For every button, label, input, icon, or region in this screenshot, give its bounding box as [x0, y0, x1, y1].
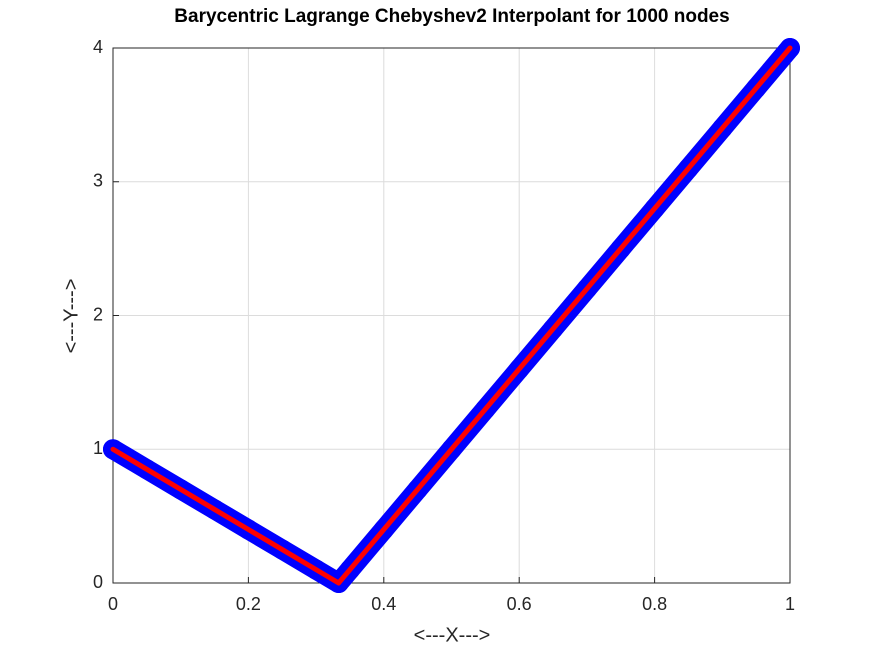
x-tick-label: 0 [108, 594, 118, 614]
x-tick-label: 0.2 [236, 594, 261, 614]
x-tick-label: 1 [785, 594, 795, 614]
x-tick-label: 0.8 [642, 594, 667, 614]
y-tick-label: 1 [93, 438, 103, 458]
y-tick-label: 4 [93, 37, 103, 57]
series-line [110, 45, 793, 586]
plot-frame [112, 47, 791, 584]
y-axis-label: <---Y---> [60, 279, 82, 354]
y-tick-label: 0 [93, 572, 103, 592]
x-axis-label: <---X---> [414, 624, 491, 646]
x-tick-label: 0.4 [371, 594, 396, 614]
chart-title: Barycentric Lagrange Chebyshev2 Interpol… [174, 6, 729, 27]
y-tick-label: 3 [93, 171, 103, 191]
y-tick-label: 2 [93, 304, 103, 324]
x-tick-label: 0.6 [507, 594, 532, 614]
